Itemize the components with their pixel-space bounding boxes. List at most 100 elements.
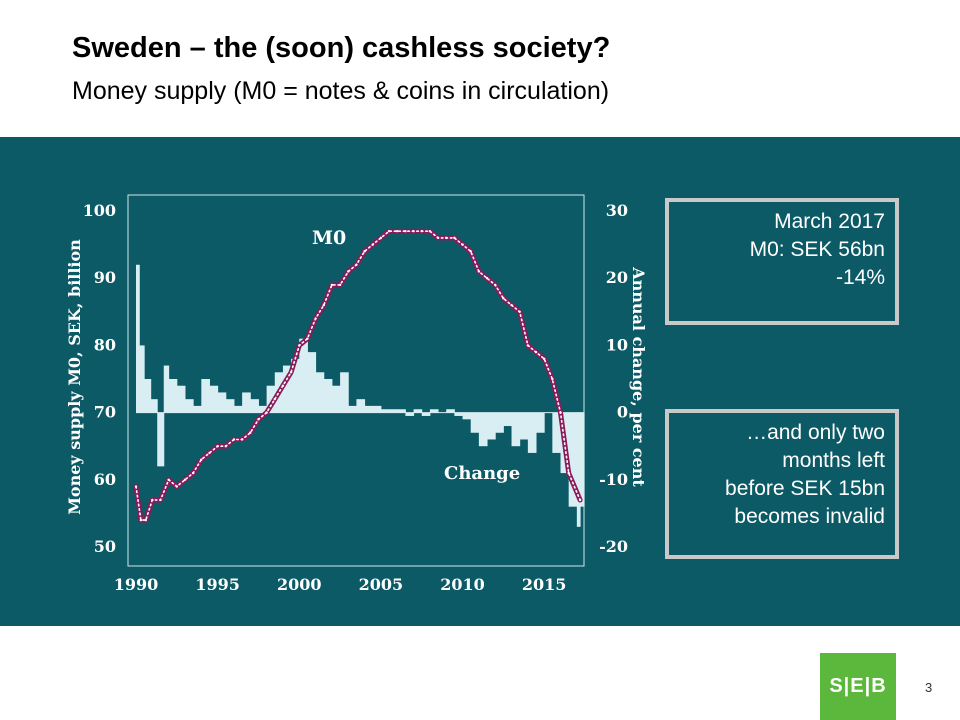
m0-point — [469, 250, 472, 253]
change-bar — [299, 338, 308, 413]
y-tick-label: 90 — [94, 268, 116, 287]
m0-point — [151, 498, 154, 502]
change-bar — [282, 365, 292, 413]
m0-point — [559, 411, 562, 414]
m0-point — [249, 431, 252, 434]
m0-point — [445, 236, 448, 240]
x-tick-label: 1995 — [195, 575, 240, 594]
m0-point — [510, 303, 513, 307]
change-bar — [397, 409, 406, 413]
change-bar — [157, 412, 165, 467]
change-bar — [348, 405, 357, 413]
change-bar — [150, 399, 158, 413]
m0-point — [396, 229, 399, 233]
m0-annotation: M0 — [312, 227, 346, 249]
m0-point — [183, 478, 187, 481]
m0-point — [551, 377, 554, 381]
change-bar — [323, 379, 333, 413]
m0-point — [412, 229, 415, 233]
change-bar — [429, 409, 439, 413]
callout-line: becomes invalid — [734, 505, 885, 528]
change-bar — [163, 365, 170, 413]
change-bar — [405, 412, 415, 416]
change-bar — [576, 412, 581, 527]
m0-point — [363, 250, 366, 253]
seb-logo-text: S|E|B — [829, 675, 887, 697]
change-bar — [536, 412, 545, 433]
m0-point — [273, 397, 276, 401]
m0-point — [461, 243, 464, 246]
change-bar — [372, 405, 382, 413]
change-bar — [176, 385, 186, 413]
page-title: Sweden – the (soon) cashless society? — [72, 32, 611, 64]
m0-point — [281, 384, 285, 387]
m0-point — [330, 283, 334, 287]
x-tick-label: 2010 — [440, 575, 485, 594]
m0-point — [159, 498, 162, 502]
change-bar — [225, 399, 235, 413]
change-bar — [193, 405, 202, 413]
x-tick-label: 2005 — [359, 575, 404, 594]
x-tick-label: 1990 — [114, 575, 159, 594]
page-number: 3 — [925, 680, 933, 695]
callout-line: March 2017 — [774, 210, 885, 233]
m0-point — [167, 478, 170, 481]
m0-point — [257, 418, 260, 421]
m0-point — [420, 229, 423, 233]
callout-line: M0: SEK 56bn — [749, 238, 885, 261]
m0-point — [542, 357, 546, 361]
y2-tick-label: 0 — [617, 403, 628, 422]
m0-point — [322, 303, 325, 307]
m0-point — [502, 297, 505, 300]
y2-tick-label: 30 — [606, 201, 628, 220]
change-bar — [250, 399, 259, 413]
y-tick-label: 70 — [94, 403, 116, 422]
change-bar — [184, 399, 194, 413]
change-bar — [487, 412, 496, 440]
m0-point — [338, 283, 342, 287]
m0-point — [494, 283, 497, 287]
y2-tick-label: -10 — [599, 470, 628, 489]
m0-point — [355, 263, 358, 266]
change-bar — [315, 372, 325, 413]
m0-point — [567, 471, 570, 475]
y2-tick-label: 20 — [606, 268, 628, 287]
change-bar — [364, 405, 374, 413]
change-bar — [136, 264, 140, 413]
change-bar — [217, 392, 227, 413]
m0-point — [428, 229, 432, 233]
m0-point — [224, 445, 227, 448]
y-tick-label: 100 — [83, 201, 116, 220]
change-bar — [503, 412, 513, 427]
page-subtitle: Money supply (M0 = notes & coins in circ… — [72, 77, 610, 105]
change-bar — [527, 412, 537, 453]
m0-point — [371, 243, 374, 246]
change-bar — [331, 385, 341, 413]
m0-point — [578, 498, 582, 502]
m0-point — [534, 350, 538, 354]
seb-logo: S|E|B — [820, 653, 896, 720]
change-bar — [233, 405, 243, 413]
change-bar — [139, 345, 145, 413]
change-bar — [552, 412, 562, 453]
change-bar — [266, 385, 276, 413]
m0-point — [289, 371, 293, 374]
change-bar — [389, 409, 398, 413]
change-bar — [144, 379, 152, 413]
m0-point — [208, 451, 211, 455]
m0-point — [314, 317, 317, 320]
change-bar — [454, 412, 464, 416]
m0-point — [404, 229, 407, 233]
change-bar — [580, 412, 585, 507]
callout-line: before SEK 15bn — [725, 477, 885, 500]
change-bar — [568, 412, 578, 507]
y-tick-label: 60 — [94, 470, 116, 489]
m0-point — [191, 471, 195, 475]
m0-line-group — [133, 228, 583, 523]
callout-two-months: …and only two months left before SEK 15b… — [665, 409, 899, 559]
change-bar — [462, 412, 472, 420]
plot-frame — [127, 194, 585, 567]
callout-march-2017: March 2017 M0: SEK 56bn -14% — [665, 198, 899, 325]
y-tick-label: 80 — [94, 335, 116, 354]
